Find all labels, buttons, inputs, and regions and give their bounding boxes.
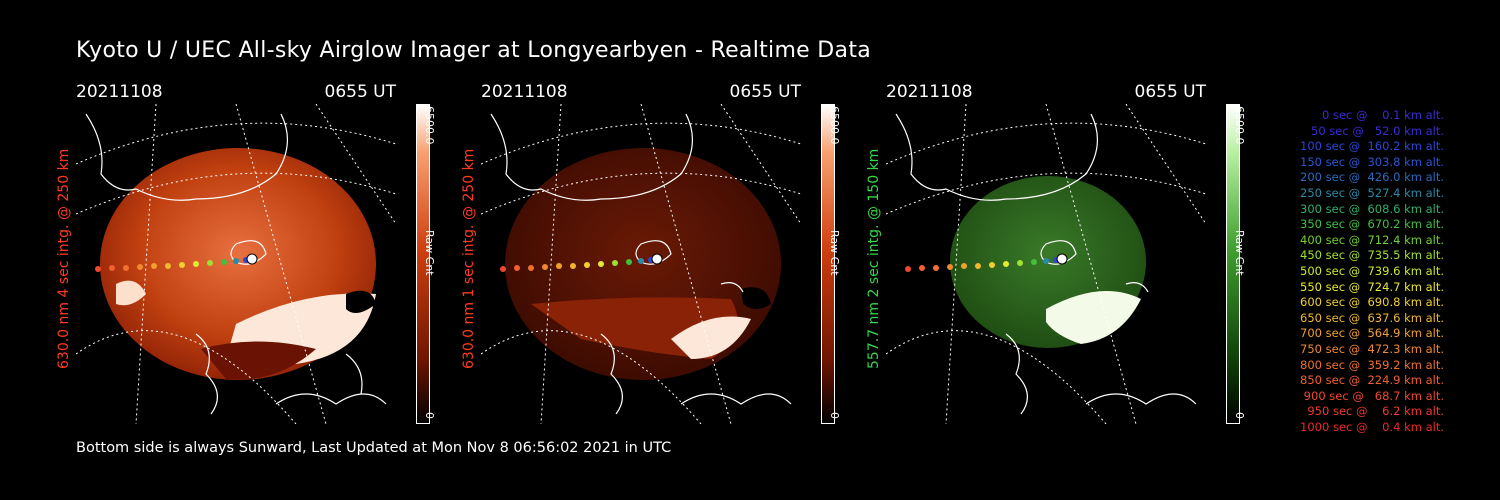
legend-row: 800 sec @ 359.2 km alt.	[1296, 357, 1444, 372]
legend-row: 0 sec @ 0.1 km alt.	[1311, 108, 1444, 122]
legend-row: 750 sec @ 472.3 km alt.	[1296, 341, 1444, 356]
panel-date: 20211108	[76, 82, 163, 102]
panel-time: 0655 UT	[729, 82, 802, 102]
legend-row: 350 sec @ 670.2 km alt.	[1296, 217, 1444, 232]
allsky-image	[886, 104, 1206, 424]
colorbar-unit: Raw Cnt	[423, 230, 436, 276]
panel-date: 20211108	[886, 82, 973, 102]
panel-time: 0655 UT	[324, 82, 397, 102]
legend-row: 600 sec @ 690.8 km alt.	[1296, 295, 1444, 310]
panel-ylabel: 630.0 nm 4 sec intg. @ 250 km	[56, 148, 72, 369]
legend-row: 650 sec @ 637.6 km alt.	[1296, 310, 1444, 325]
colorbar-min: 0	[423, 412, 436, 419]
page-title: Kyoto U / UEC All-sky Airglow Imager at …	[76, 38, 872, 63]
colorbar	[416, 104, 430, 424]
panel-3: 20211108 0655 UT 557.7 nm 2 sec intg. @ …	[866, 82, 1286, 432]
allsky-image	[481, 104, 801, 424]
legend-row: 200 sec @ 426.0 km alt.	[1296, 170, 1444, 185]
allsky-image	[76, 104, 396, 424]
legend-row: 500 sec @ 739.6 km alt.	[1296, 263, 1444, 278]
colorbar	[821, 104, 835, 424]
colorbar-unit: Raw Cnt	[1233, 230, 1246, 276]
footer-note: Bottom side is always Sunward, Last Upda…	[76, 440, 672, 456]
legend-row: 550 sec @ 724.7 km alt.	[1296, 279, 1444, 294]
colorbar-unit: Raw Cnt	[828, 230, 841, 276]
legend-row: 150 sec @ 303.8 km alt.	[1296, 154, 1444, 169]
legend-row: 400 sec @ 712.4 km alt.	[1296, 232, 1444, 247]
legend-row: 100 sec @ 160.2 km alt.	[1296, 139, 1444, 154]
legend-row: 1000 sec @ 0.4 km alt.	[1300, 419, 1444, 434]
legend-row: 850 sec @ 224.9 km alt.	[1296, 373, 1444, 388]
legend-row: 700 sec @ 564.9 km alt.	[1296, 326, 1444, 341]
legend-row: 50 sec @ 52.0 km alt.	[1303, 123, 1444, 138]
panel-1: 20211108 0655 UT 630.0 nm 4 sec intg. @ …	[56, 82, 476, 432]
colorbar-max: 6500.0	[1233, 106, 1246, 145]
legend-row: 900 sec @ 68.7 km alt.	[1300, 388, 1444, 403]
legend-row: 300 sec @ 608.6 km alt.	[1296, 201, 1444, 216]
legend-row: 450 sec @ 735.5 km alt.	[1296, 248, 1444, 263]
colorbar-min: 0	[1233, 412, 1246, 419]
legend-row: 250 sec @ 527.4 km alt.	[1296, 185, 1444, 200]
panel-ylabel: 630.0 nm 1 sec intg. @ 250 km	[461, 148, 477, 369]
colorbar-max: 6500.0	[828, 106, 841, 145]
legend-row: 950 sec @ 6.2 km alt.	[1303, 404, 1444, 419]
panel-ylabel: 557.7 nm 2 sec intg. @ 150 km	[866, 148, 882, 369]
panel-date: 20211108	[481, 82, 568, 102]
panel-2: 20211108 0655 UT 630.0 nm 1 sec intg. @ …	[461, 82, 881, 432]
colorbar	[1226, 104, 1240, 424]
colorbar-max: 6500.0	[423, 106, 436, 145]
panel-time: 0655 UT	[1134, 82, 1207, 102]
colorbar-min: 0	[828, 412, 841, 419]
altitude-legend: 0 sec @ 0.1 km alt. 50 sec @ 52.0 km alt…	[1262, 108, 1444, 435]
